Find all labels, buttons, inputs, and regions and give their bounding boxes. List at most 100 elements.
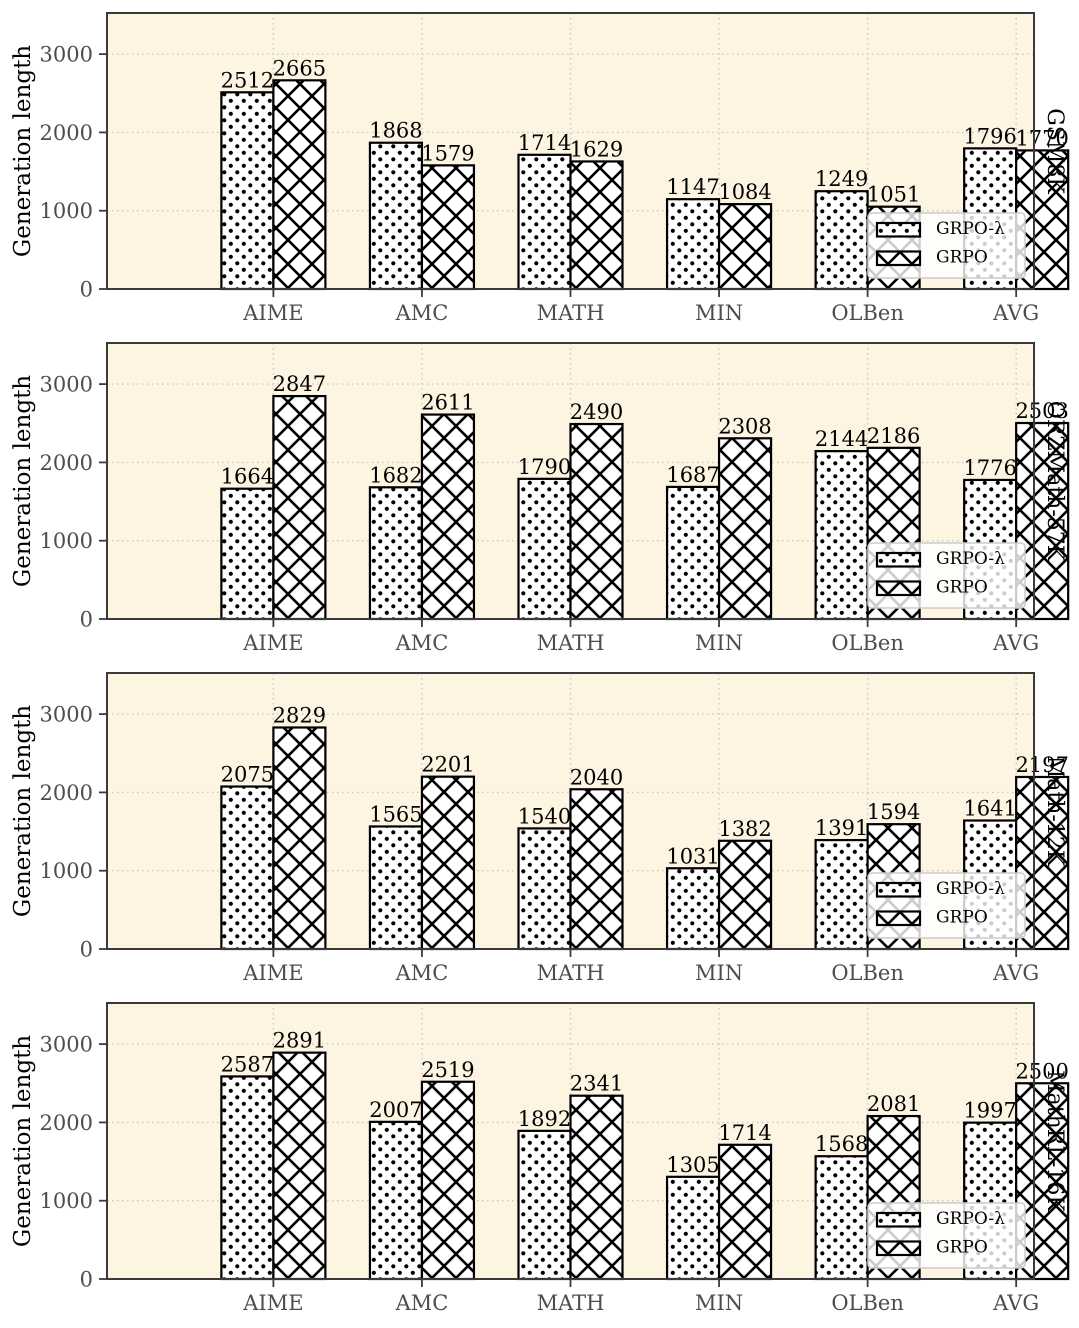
panel-math-12k: 2075 1565 1540 1031 1391 1641 2829 2201 2040 1382… bbox=[0, 660, 1079, 990]
legend-swatch-dots bbox=[875, 881, 922, 898]
y-tick-label: 3000 bbox=[40, 1032, 93, 1056]
y-axis-label: Generation length bbox=[10, 45, 36, 257]
value-label: 1031 bbox=[666, 844, 719, 868]
legend-label: GRPO bbox=[936, 248, 988, 268]
y-tick-label: 1000 bbox=[40, 529, 93, 553]
value-label: 2665 bbox=[273, 56, 326, 80]
value-label: 1249 bbox=[815, 167, 868, 191]
x-tick-label: MIN bbox=[695, 961, 743, 985]
legend-swatch-crosshatch bbox=[875, 580, 922, 597]
bar-GRPO-AVG bbox=[1015, 775, 1070, 951]
x-tick-label: MIN bbox=[695, 301, 743, 325]
bar-GRPO-AIME bbox=[272, 1051, 327, 1281]
bar-GRPO-AMC bbox=[420, 775, 476, 951]
bar-GRPO-MIN bbox=[717, 839, 773, 951]
bar-GRPO-AMC bbox=[420, 1080, 476, 1281]
value-label: 1565 bbox=[369, 802, 422, 826]
bar-GRPO-λ-MIN bbox=[665, 485, 721, 621]
value-label: 2490 bbox=[570, 400, 623, 424]
y-tick-label: 2000 bbox=[40, 781, 93, 805]
bar-GRPO-λ-AIME bbox=[220, 91, 275, 291]
x-tick-label: MATH bbox=[537, 1291, 605, 1315]
y-axis-label: Generation length bbox=[10, 1035, 36, 1247]
legend-label: GRPO bbox=[936, 1238, 988, 1258]
x-tick-label: AMC bbox=[395, 1291, 449, 1315]
bar-GRPO-λ-OLBen bbox=[814, 450, 869, 621]
value-label: 1641 bbox=[963, 797, 1016, 821]
legend-swatch-crosshatch bbox=[875, 250, 922, 267]
legend-swatch-dots bbox=[875, 1211, 922, 1228]
bar-GRPO-AIME bbox=[272, 394, 327, 621]
legend-label: GRPO-λ bbox=[936, 219, 1005, 239]
value-label: 1084 bbox=[718, 180, 771, 204]
x-tick-label: AVG bbox=[992, 961, 1039, 985]
bar-GRPO-λ-OLBen bbox=[814, 1155, 869, 1281]
y-tick-label: 1000 bbox=[40, 199, 93, 223]
legend-label: GRPO-λ bbox=[936, 549, 1005, 569]
legend-label: GRPO bbox=[936, 578, 988, 598]
bar-GRPO-MATH bbox=[569, 788, 624, 951]
value-label: 1770 bbox=[1015, 126, 1068, 150]
y-tick-label: 0 bbox=[80, 607, 93, 631]
chart-mathrl-16k: 2587 2007 1892 1305 1568 1997 2891 2519 2341 1714… bbox=[10, 1002, 1070, 1315]
y-tick-label: 0 bbox=[80, 937, 93, 961]
value-label: 1664 bbox=[221, 465, 274, 489]
x-tick-label: MATH bbox=[537, 631, 605, 655]
value-label: 1682 bbox=[369, 463, 422, 487]
bars: 2512 1868 1714 1147 1249 1796 2665 1579 1629 1084… bbox=[220, 56, 1070, 291]
x-tick-label: AVG bbox=[992, 301, 1039, 325]
bar-GRPO-λ-MIN bbox=[665, 198, 721, 291]
legend-label: GRPO-λ bbox=[936, 879, 1005, 899]
x-tick-label: AMC bbox=[395, 631, 449, 655]
chart-gsm8k: 2512 1868 1714 1147 1249 1796 2665 1579 1629 1084… bbox=[10, 12, 1070, 325]
value-label: 1796 bbox=[963, 124, 1016, 148]
bar-GRPO-AMC bbox=[420, 164, 476, 291]
bar-GRPO-MATH bbox=[569, 1094, 624, 1281]
tick-marks bbox=[99, 713, 1018, 957]
bar-GRPO-λ-MATH bbox=[517, 153, 572, 291]
x-tick-label: MIN bbox=[695, 631, 743, 655]
y-axis-label: Generation length bbox=[10, 705, 36, 917]
value-label: 2308 bbox=[718, 414, 771, 438]
bar-GRPO-MIN bbox=[717, 1143, 773, 1281]
value-label: 1594 bbox=[867, 800, 920, 824]
value-label: 2500 bbox=[1015, 1059, 1068, 1083]
y-tick-label: 0 bbox=[80, 277, 93, 301]
bar-GRPO-λ-MIN bbox=[665, 1175, 721, 1281]
bar-GRPO-MATH bbox=[569, 160, 624, 291]
value-label: 2341 bbox=[570, 1072, 623, 1096]
value-label: 1568 bbox=[815, 1132, 868, 1156]
x-tick-label: OLBen bbox=[831, 301, 904, 325]
legend-swatch-dots bbox=[875, 221, 922, 238]
chart-math-12k: 2075 1565 1540 1031 1391 1641 2829 2201 2040 1382… bbox=[10, 672, 1070, 985]
legend-swatch-dots bbox=[875, 551, 922, 568]
legend-label: GRPO bbox=[936, 908, 988, 928]
y-tick-label: 3000 bbox=[40, 702, 93, 726]
bar-GRPO-MATH bbox=[569, 422, 624, 621]
bar-GRPO-λ-AIME bbox=[220, 785, 275, 951]
y-tick-label: 2000 bbox=[40, 1111, 93, 1135]
value-label: 1305 bbox=[666, 1153, 719, 1177]
value-label: 1997 bbox=[963, 1099, 1016, 1123]
panel-label: Math-12K bbox=[1042, 756, 1067, 867]
legend: GRPO-λ GRPO bbox=[867, 542, 1026, 609]
value-label: 1391 bbox=[815, 816, 868, 840]
legend-swatch-crosshatch bbox=[875, 1240, 922, 1257]
bar-GRPO-AMC bbox=[420, 413, 476, 621]
x-tick-label: MIN bbox=[695, 1291, 743, 1315]
value-label: 2891 bbox=[273, 1029, 326, 1053]
value-label: 2519 bbox=[421, 1058, 474, 1082]
value-label: 2587 bbox=[221, 1052, 274, 1076]
bar-GRPO-AIME bbox=[272, 79, 327, 291]
value-label: 2186 bbox=[867, 424, 920, 448]
legend: GRPO-λ GRPO bbox=[867, 1202, 1026, 1269]
bar-GRPO-λ-MIN bbox=[665, 867, 721, 951]
value-label: 1790 bbox=[518, 455, 571, 479]
value-label: 1382 bbox=[718, 817, 771, 841]
panel-label: GSM8K bbox=[1042, 108, 1067, 194]
tick-marks bbox=[99, 383, 1018, 627]
value-label: 2847 bbox=[273, 372, 326, 396]
x-tick-label: OLBen bbox=[831, 631, 904, 655]
bar-GRPO-λ-MATH bbox=[517, 827, 572, 951]
